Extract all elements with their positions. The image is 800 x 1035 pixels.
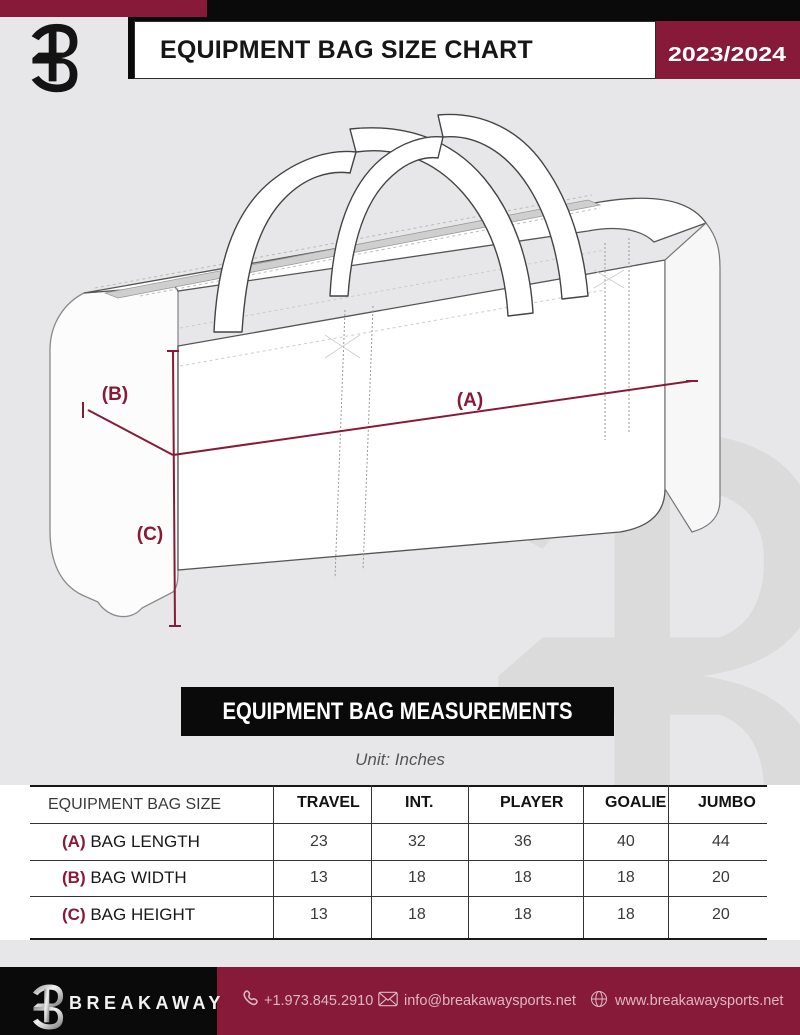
svg-text:(A): (A) [457, 390, 483, 411]
svg-text:2023/2024: 2023/2024 [668, 44, 787, 66]
svg-text:(C): (C) [137, 524, 163, 545]
svg-text:EQUIPMENT BAG MEASUREMENTS: EQUIPMENT BAG MEASUREMENTS [223, 698, 573, 725]
svg-text:(B): (B) [102, 384, 128, 405]
